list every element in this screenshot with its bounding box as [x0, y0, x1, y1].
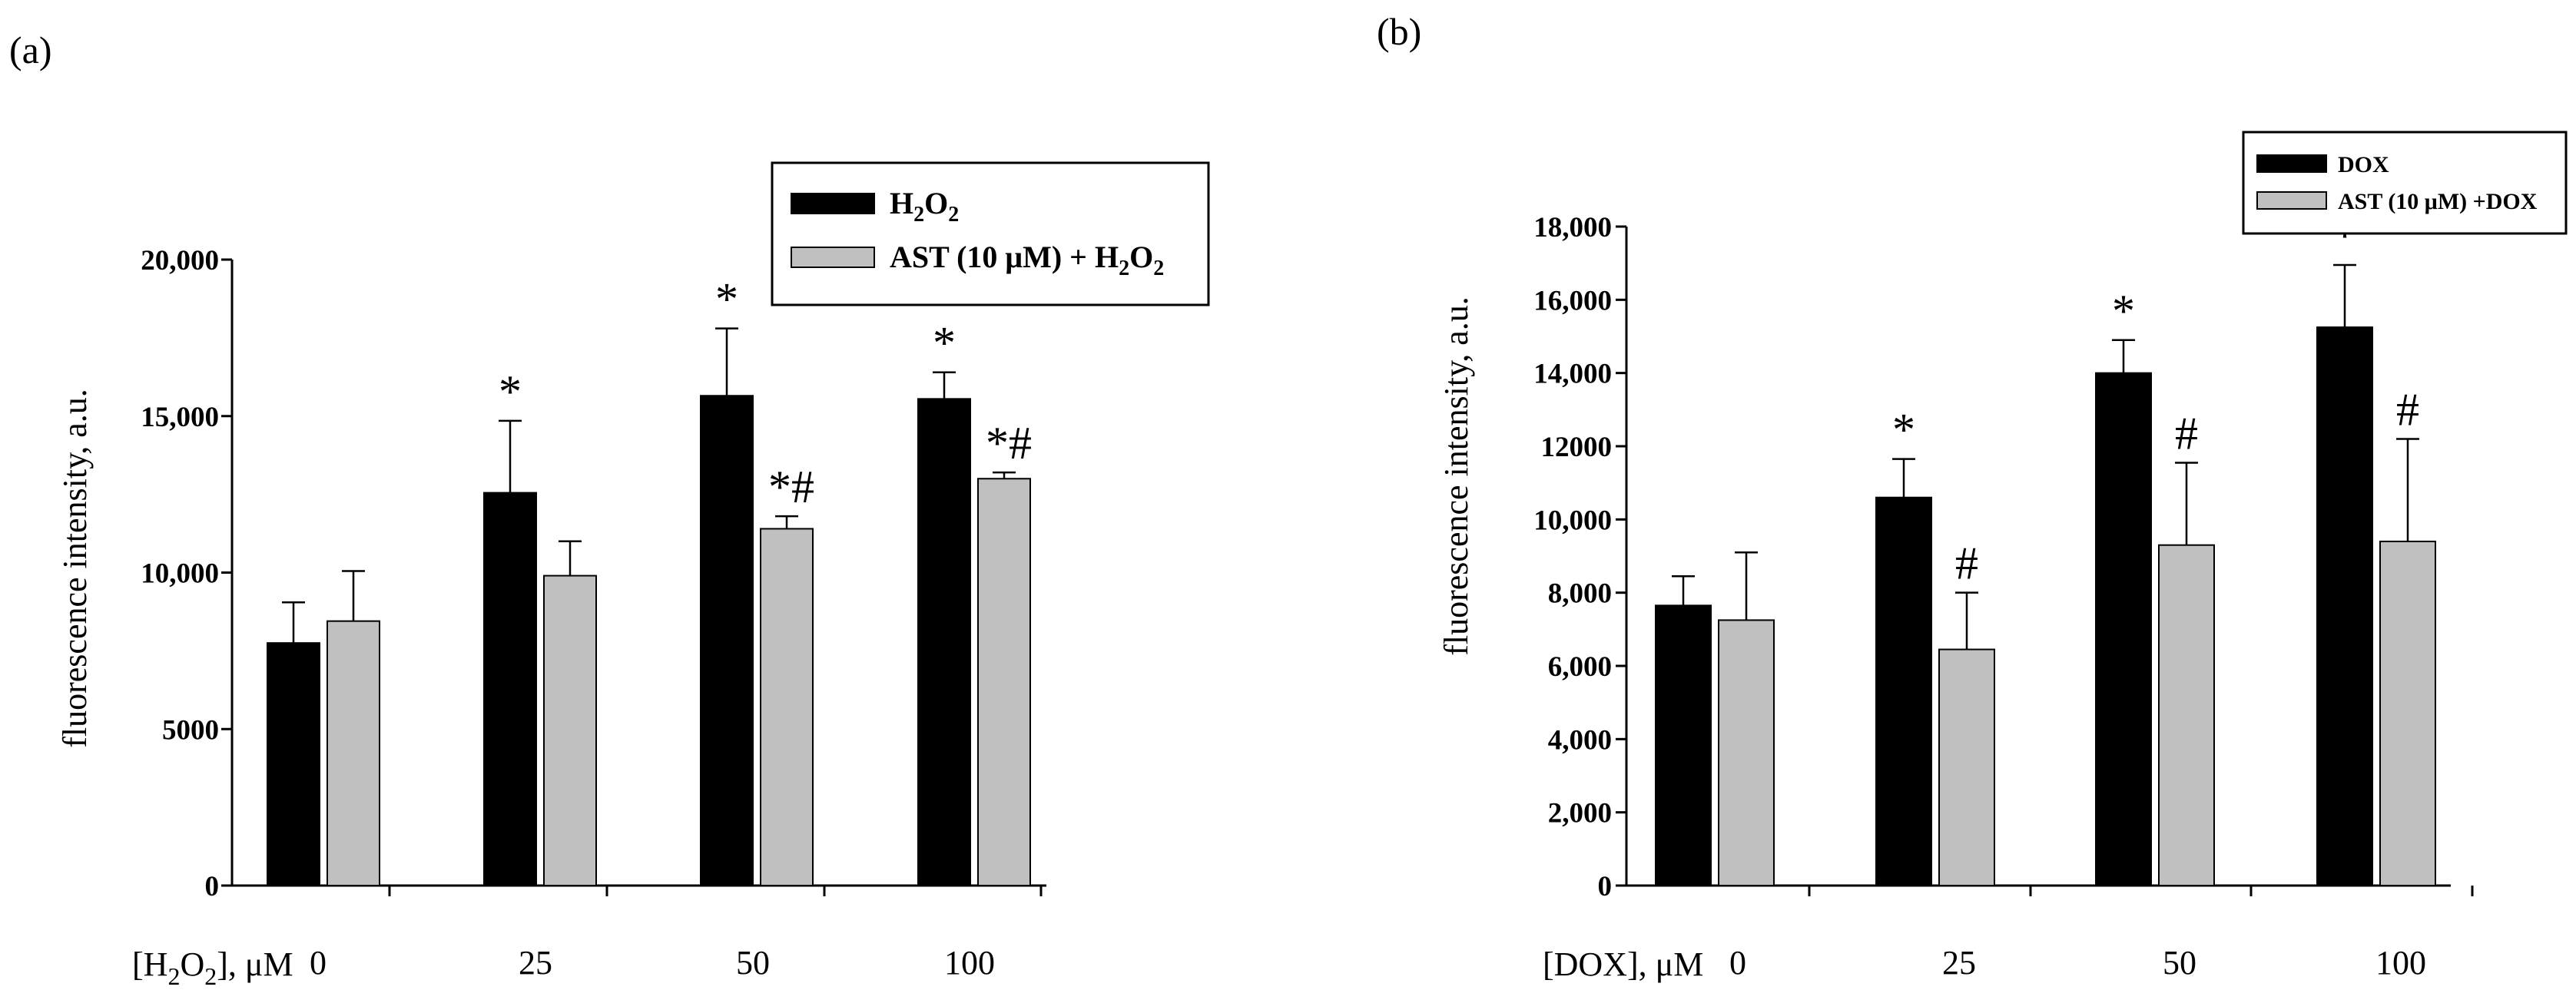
panel-b-legend-swatch-ast [2256, 191, 2327, 210]
panel-a-x-tick-label: 25 [519, 944, 552, 982]
panel-b-x-tick-label: 50 [2163, 944, 2196, 982]
panel-b-y-tick-label: 10,000 [1533, 505, 1612, 536]
panel-b-y-tick-label: 8,000 [1548, 578, 1612, 610]
panel-b-bar-series1 [1875, 496, 1932, 886]
panel-a-bar-series1 [700, 395, 754, 886]
panel-b-x-tick-label: 100 [2375, 944, 2426, 982]
panel-b-significance-label: # [2175, 408, 2198, 459]
panel-a-significance-label: *# [768, 462, 814, 512]
panel-a-bar-series1 [483, 492, 537, 887]
panel-b-legend-label-dox: DOX [2338, 152, 2389, 177]
panel-b-y-tick-label: 6,000 [1548, 651, 1612, 683]
panel-a-significance-label: * [715, 274, 738, 325]
panel-b-significance-label: * [2112, 286, 2135, 336]
panel-a-y-tick-label: 20,000 [141, 245, 219, 276]
panel-b-y-tick-label: 16,000 [1533, 285, 1612, 316]
panel-b-significance-label: # [1955, 538, 1978, 589]
panel-b-bar-series1 [2316, 326, 2373, 887]
panel-a-x-tick-label: 50 [736, 944, 770, 982]
panel-b-legend-box [2242, 131, 2568, 235]
panel-a-x-tick-label: 0 [310, 944, 327, 982]
panel-b-plot: 0 2,000 4,000 6,000 8,000 10,000 12000 14,000 16… [1533, 210, 2474, 982]
panel-b: (b) fluorescence intensity, a.u. [DOX], … [1377, 10, 2568, 983]
panel-b-legend-swatch-dox [2256, 154, 2327, 173]
panel-a-y-tick-label: 0 [205, 871, 220, 902]
panel-a-significance-label: * [499, 366, 522, 417]
panel-a-legend-swatch-h2o2 [791, 193, 875, 214]
panel-a-legend-label-h2o2: H2O2 [890, 186, 959, 227]
panel-a-bar-series2 [327, 620, 380, 886]
panel-b-significance-label: * [1892, 405, 1915, 455]
panel-a: (a) fluorescence intensity, a.u. [H2O2],… [9, 28, 1210, 990]
panel-b-legend: DOX AST (10 μM) +DOX [2242, 131, 2568, 235]
panel-b-y-tick-label: 0 [1598, 871, 1613, 902]
panel-b-x-axis-title: [DOX], μM [1543, 945, 1703, 983]
panel-a-legend-swatch-ast [791, 247, 875, 268]
panel-b-x-tick-label: 0 [1729, 944, 1746, 982]
panel-a-y-tick-label: 15,000 [141, 402, 219, 433]
panel-b-bar-series2 [1938, 648, 1995, 886]
panel-b-bar-series1 [1655, 604, 1712, 886]
panel-a-significance-label: *# [986, 418, 1032, 469]
panel-a-bar-series2 [977, 478, 1031, 886]
panel-a-bar-series1 [917, 398, 971, 886]
panel-a-y-tick-label: 5000 [162, 714, 219, 746]
panel-b-y-axis-title: fluorescence intensity, a.u. [1437, 296, 1475, 656]
panel-b-bar-series2 [2379, 540, 2436, 887]
panel-b-x-tick-label: 25 [1942, 944, 1976, 982]
panel-a-legend: H2O2 AST (10 μM) + H2O2 [771, 161, 1210, 306]
panel-b-y-tick-label: 4,000 [1548, 724, 1612, 756]
panel-b-y-tick-label: 18,000 [1533, 212, 1612, 243]
panel-b-legend-label-ast: AST (10 μM) +DOX [2338, 189, 2538, 214]
panel-b-significance-label: # [2396, 384, 2419, 435]
panel-b-y-tick-label: 12000 [1541, 432, 1613, 463]
panel-a-y-tick-label: 10,000 [141, 558, 219, 590]
panel-a-significance-label: * [933, 318, 956, 369]
panel-a-label: (a) [9, 28, 52, 71]
panel-b-bar-series2 [1718, 619, 1775, 887]
panel-b-label: (b) [1377, 10, 1421, 53]
panel-a-y-axis-title: fluorescence intensity, a.u. [56, 389, 94, 748]
panel-a-bar-series2 [760, 528, 814, 886]
panel-b-bar-series2 [2158, 544, 2215, 886]
panel-a-bar-series1 [267, 642, 320, 886]
panel-b-y-tick-label: 2,000 [1548, 798, 1612, 829]
panel-a-legend-label-ast: AST (10 μM) + H2O2 [890, 240, 1164, 280]
panel-b-bar-series1 [2095, 372, 2152, 886]
panel-a-bar-series2 [543, 575, 597, 886]
panel-a-plot: 0 5000 10,000 15,000 20,000 0 25 50 100 * * * *# *# [141, 245, 1046, 982]
panel-a-x-tick-label: 100 [944, 944, 995, 982]
panel-a-x-axis-title: [H2O2], μM [132, 945, 293, 990]
panel-b-y-tick-label: 14,000 [1533, 359, 1612, 390]
panel-a-legend-box [771, 161, 1210, 306]
